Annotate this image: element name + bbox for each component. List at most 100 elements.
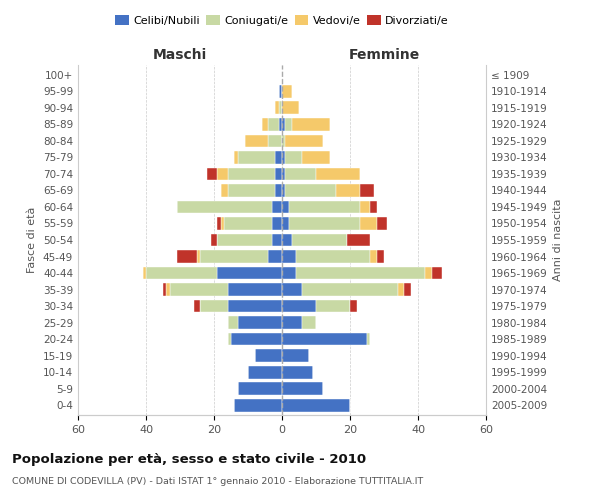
Bar [268,118,278,131]
Bar [282,316,302,329]
Bar [282,102,299,114]
Bar [268,250,282,263]
Y-axis label: Anni di nascita: Anni di nascita [553,198,563,281]
Bar [289,217,360,230]
Bar [286,134,323,147]
Bar [248,366,282,378]
Bar [235,151,238,164]
Bar [275,102,278,114]
Bar [235,398,282,411]
Bar [292,118,329,131]
Bar [337,184,360,197]
Bar [377,250,384,263]
Bar [296,250,370,263]
Bar [286,184,337,197]
Bar [275,168,282,180]
Bar [282,200,289,213]
Bar [255,349,282,362]
Bar [282,250,296,263]
Bar [227,184,275,197]
Bar [425,266,431,280]
Bar [227,316,238,329]
Text: Maschi: Maschi [153,48,207,62]
Bar [211,234,217,246]
Bar [217,234,272,246]
Text: Femmine: Femmine [349,48,419,62]
Bar [286,168,316,180]
Bar [398,283,404,296]
Bar [170,283,227,296]
Bar [275,184,282,197]
Bar [272,200,282,213]
Bar [221,217,224,230]
Bar [245,134,268,147]
Bar [286,151,302,164]
Bar [360,200,370,213]
Bar [377,217,388,230]
Bar [275,151,282,164]
Bar [217,217,221,230]
Bar [272,217,282,230]
Bar [282,382,323,395]
Bar [282,332,367,345]
Bar [302,151,329,164]
Bar [282,366,313,378]
Bar [217,168,227,180]
Y-axis label: Fasce di età: Fasce di età [28,207,37,273]
Bar [282,398,350,411]
Bar [163,283,166,296]
Bar [316,300,350,312]
Bar [282,85,292,98]
Bar [286,118,292,131]
Bar [282,300,316,312]
Text: COMUNE DI CODEVILLA (PV) - Dati ISTAT 1° gennaio 2010 - Elaborazione TUTTITALIA.: COMUNE DI CODEVILLA (PV) - Dati ISTAT 1°… [12,478,423,486]
Bar [367,332,370,345]
Bar [268,134,282,147]
Bar [200,250,268,263]
Bar [370,250,377,263]
Bar [197,250,200,263]
Bar [282,234,292,246]
Bar [282,168,286,180]
Bar [143,266,146,280]
Bar [146,266,217,280]
Bar [282,184,286,197]
Bar [272,234,282,246]
Bar [227,168,275,180]
Bar [231,332,282,345]
Legend: Celibi/Nubili, Coniugati/e, Vedovi/e, Divorziati/e: Celibi/Nubili, Coniugati/e, Vedovi/e, Di… [111,11,453,30]
Bar [296,266,425,280]
Bar [431,266,442,280]
Bar [166,283,170,296]
Bar [227,300,282,312]
Bar [207,168,217,180]
Bar [289,200,360,213]
Bar [292,234,347,246]
Bar [316,168,360,180]
Bar [238,151,275,164]
Bar [404,283,411,296]
Bar [282,283,302,296]
Bar [282,349,309,362]
Text: Popolazione per età, sesso e stato civile - 2010: Popolazione per età, sesso e stato civil… [12,452,366,466]
Bar [282,151,286,164]
Bar [238,382,282,395]
Bar [224,217,272,230]
Bar [238,316,282,329]
Bar [350,300,357,312]
Bar [302,316,316,329]
Bar [282,134,286,147]
Bar [221,184,227,197]
Bar [347,234,370,246]
Bar [176,250,197,263]
Bar [278,85,282,98]
Bar [282,217,289,230]
Bar [370,200,377,213]
Bar [302,283,398,296]
Bar [262,118,268,131]
Bar [227,332,231,345]
Bar [194,300,200,312]
Bar [282,266,296,280]
Bar [217,266,282,280]
Bar [282,118,286,131]
